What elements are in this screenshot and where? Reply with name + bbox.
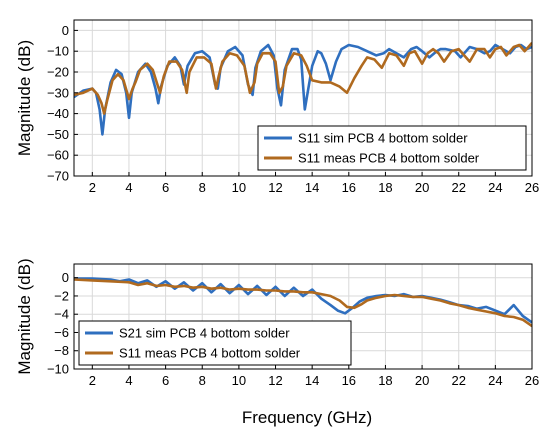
x-tick-label: 2 (89, 373, 96, 388)
y-tick-label: −50 (47, 127, 69, 142)
x-tick-label: 2 (89, 180, 96, 195)
x-tick-label: 14 (305, 373, 319, 388)
legend-label: S21 sim PCB 4 bottom solder (119, 326, 290, 341)
axes-box (73, 19, 533, 177)
x-tick-label: 16 (342, 373, 356, 388)
series-line-meas (74, 278, 532, 328)
x-tick-label: 12 (268, 180, 282, 195)
top-plot-panel: 2 4 6 8 10 12 14 16 18 20 22 24 260−10−20−30−40−50−6… (15, 19, 539, 195)
x-tick-label: 12 (268, 373, 282, 388)
legend-label: S11 sim PCB 4 bottom solder (298, 131, 468, 146)
y-tick-label: −70 (47, 169, 69, 184)
x-tick-label: 6 (162, 180, 169, 195)
x-tick-label: 4 (125, 180, 132, 195)
x-tick-label: 24 (488, 373, 502, 388)
y-tick-label: −2 (54, 288, 69, 303)
y-tick-label: −6 (54, 325, 69, 340)
legend-label: S11 meas PCB 4 bottom solder (298, 151, 480, 166)
x-tick-label: 18 (378, 180, 392, 195)
y-tick-label: 0 (62, 23, 69, 38)
y-tick-label: 0 (62, 270, 69, 285)
series-line-meas (74, 42, 532, 115)
x-tick-label: 10 (232, 180, 246, 195)
x-tick-label: 20 (415, 180, 429, 195)
x-tick-label: 6 (162, 373, 169, 388)
legend-box (257, 125, 527, 171)
x-tick-label: 26 (525, 180, 539, 195)
axes-box (73, 263, 533, 370)
legend: S11 sim PCB 4 bottom solder S11 meas PCB … (257, 125, 527, 171)
x-tick-label: 10 (232, 373, 246, 388)
legend-label: S11 meas PCB 4 bottom solder (119, 346, 301, 361)
x-tick-label: 8 (199, 180, 206, 195)
x-tick-label: 22 (451, 373, 465, 388)
y-tick-label: −40 (47, 106, 69, 121)
y-tick-label: −10 (47, 362, 69, 377)
x-tick-label: 16 (342, 180, 356, 195)
y-axis-label: Magnitude (dB) (15, 258, 34, 374)
x-tick-label: 18 (378, 373, 392, 388)
y-tick-label: −60 (47, 148, 69, 163)
y-tick-label: −10 (47, 44, 69, 59)
y-tick-label: −8 (54, 343, 69, 358)
legend-box (78, 320, 352, 366)
x-tick-label: 26 (525, 373, 539, 388)
x-tick-label: 14 (305, 180, 319, 195)
y-axis-label: Magnitude (dB) (15, 40, 34, 156)
x-tick-label: 22 (451, 180, 465, 195)
x-tick-label: 24 (488, 180, 502, 195)
bottom-plot-panel: 2 4 6 8 10 12 14 16 18 20 22 24 260−2−4−6−8−10Magnit… (15, 258, 539, 388)
y-tick-label: −30 (47, 85, 69, 100)
legend: S21 sim PCB 4 bottom solder S11 meas PCB … (78, 320, 352, 366)
x-tick-label: 4 (125, 373, 132, 388)
y-tick-label: −20 (47, 65, 69, 80)
x-axis-label: Frequency (GHz) (242, 408, 372, 427)
x-tick-label: 8 (199, 373, 206, 388)
x-tick-label: 20 (415, 373, 429, 388)
y-tick-label: −4 (54, 307, 69, 322)
